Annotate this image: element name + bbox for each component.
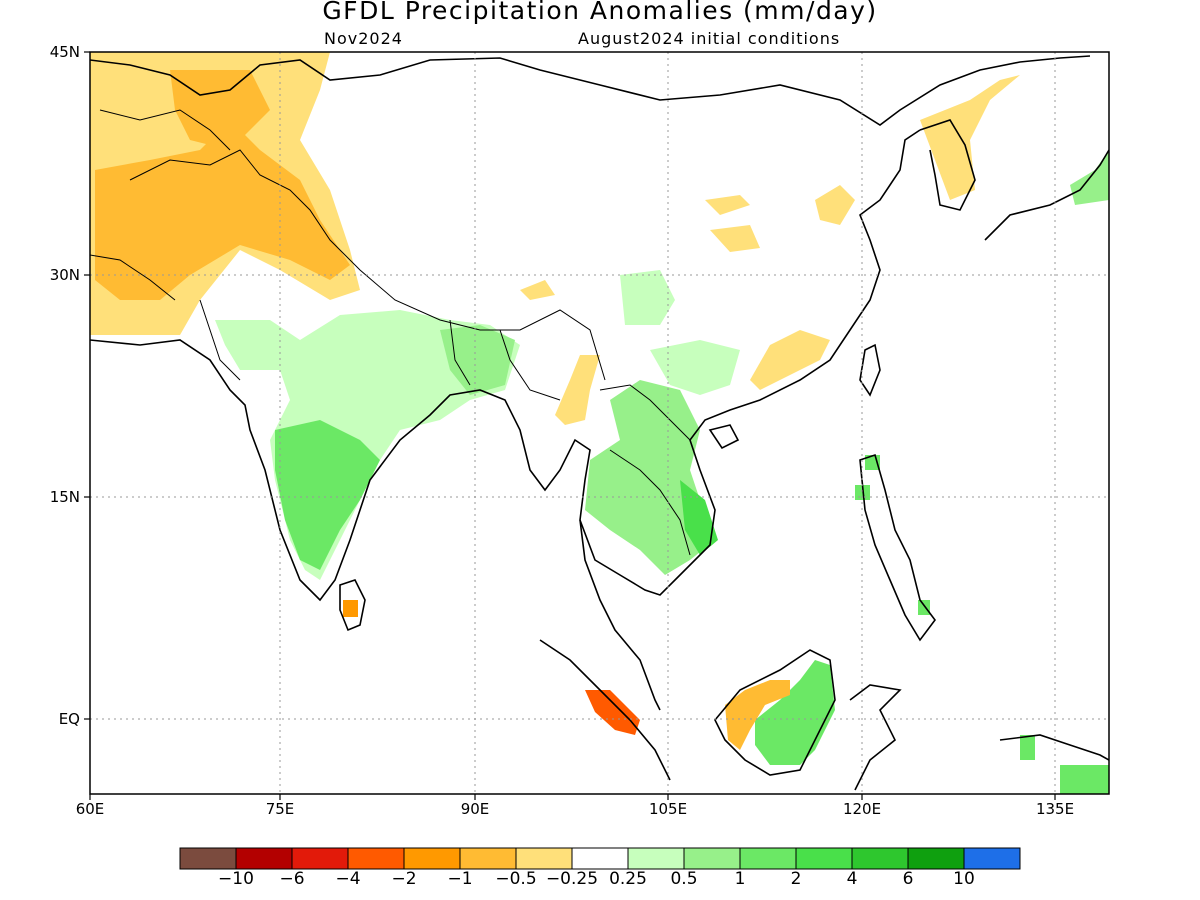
colorbar-swatch: [795, 847, 853, 870]
wet-region-indochina: [585, 380, 715, 575]
colorbar-swatch: [347, 847, 405, 870]
coastline-sumatra: [539, 639, 671, 781]
colorbar-swatch: [515, 847, 573, 870]
colorbar-tick-label: 0.5: [670, 869, 698, 889]
wet-core-india: [275, 420, 380, 570]
dry-region-sumatra: [585, 690, 640, 735]
colorbar-tick-label: 0.25: [609, 869, 647, 889]
lat-label-15n: 15N: [49, 488, 80, 506]
colorbar-swatch: [907, 847, 965, 870]
colorbar-swatch: [571, 847, 629, 870]
lat-label-30n: 30N: [49, 266, 80, 284]
coastline-taiwan: [859, 343, 881, 397]
colorbar-tick-label: −10: [218, 869, 254, 889]
colorbar-swatch: [683, 847, 741, 870]
colorbar-swatch: [179, 847, 237, 870]
initial-conditions-label: August2024 initial conditions: [578, 29, 841, 48]
coastline-new-guinea: [999, 734, 1109, 761]
colorbar-swatch: [235, 847, 293, 870]
wet-region-bengal: [440, 325, 515, 395]
lon-label-105e: 105E: [648, 800, 688, 818]
lon-label-75e: 75E: [265, 800, 295, 818]
wet-region-philippines: [855, 455, 930, 615]
colorbar-tick-label: −1: [447, 869, 473, 889]
lon-label-90e: 90E: [460, 800, 490, 818]
lon-label-120e: 120E: [842, 800, 882, 818]
dry-region-korea: [920, 75, 1020, 200]
colorbar-swatch: [291, 847, 349, 870]
coastline-japan: [984, 149, 1109, 241]
colorbar-swatch: [963, 847, 1021, 870]
dry-region-east-china: [750, 330, 830, 390]
colorbar-tick-label: −2: [391, 869, 417, 889]
coastline-sri-lanka: [339, 579, 366, 632]
coastline-malay-peninsula: [579, 519, 661, 711]
map-frame: [89, 51, 1110, 795]
lat-label-45n: 45N: [49, 43, 80, 61]
colorbar-tick-label: −4: [335, 869, 361, 889]
dry-region-borneo: [725, 680, 790, 750]
colorbar-tick-label: 6: [902, 869, 914, 889]
coastlines: [90, 55, 1109, 791]
colorbar-swatch: [627, 847, 685, 870]
colorbar: [179, 847, 1021, 870]
map-title: GFDL Precipitation Anomalies (mm/day): [322, 0, 878, 25]
dry-region-north-china: [705, 185, 855, 252]
colorbar-swatch: [739, 847, 797, 870]
coastline-hainan: [708, 424, 740, 450]
gridlines: [90, 52, 1109, 794]
colorbar-tick-label: −6: [279, 869, 305, 889]
coastline-korea: [919, 119, 976, 211]
colorbar-tick-label: 4: [846, 869, 858, 889]
coastline-north: [90, 55, 1091, 126]
dry-region-myanmar: [520, 280, 600, 425]
coastline-philippines: [859, 453, 936, 642]
coastline-south-asia: [90, 129, 921, 602]
colorbar-swatch: [851, 847, 909, 870]
lat-label-eq: EQ: [58, 710, 80, 728]
colorbar-swatch: [459, 847, 517, 870]
wet-region-new-guinea: [1020, 735, 1109, 794]
colorbar-swatch: [403, 847, 461, 870]
dry-core-north: [170, 70, 270, 150]
anomaly-field: [90, 52, 1109, 794]
colorbar-tick-label: 1: [734, 869, 746, 889]
dry-core-afghanistan: [95, 120, 350, 300]
forecast-month: Nov2024: [324, 29, 403, 48]
coastline-sulawesi: [849, 684, 902, 791]
colorbar-tick-label: −0.5: [495, 869, 537, 889]
colorbar-tick-label: 10: [953, 869, 975, 889]
colorbar-tick-label: −0.25: [545, 869, 599, 889]
wet-core-vietnam: [680, 480, 718, 555]
dry-region-sri-lanka: [343, 600, 358, 617]
tick-marks: [84, 51, 1056, 800]
coastline-borneo: [714, 649, 836, 776]
lon-label-60e: 60E: [75, 800, 105, 818]
colorbar-tick-label: 2: [790, 869, 802, 889]
country-borders: [90, 109, 691, 556]
wet-region-south-china: [620, 270, 740, 395]
lon-label-135e: 135E: [1035, 800, 1075, 818]
